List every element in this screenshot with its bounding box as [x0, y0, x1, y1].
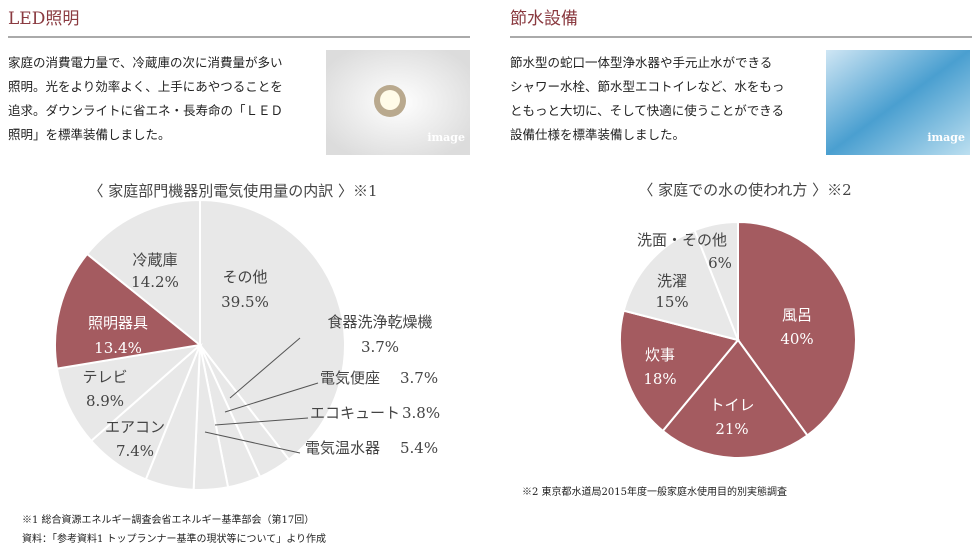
leader-line	[214, 417, 309, 426]
slice-label: 電気便座	[320, 369, 380, 387]
slice-label: 照明器具	[88, 314, 148, 332]
footnote: ※1 総合資源エネルギー調査会省エネルギー基準部会（第17回）	[22, 513, 314, 526]
paragraph-line: ともっと大切に、そして快適に使うことができる	[510, 103, 784, 118]
slice-value: 3.7%	[361, 338, 399, 356]
slice-label: 電気温水器	[305, 439, 380, 457]
slice-value: 39.5%	[221, 293, 269, 311]
leader-line	[224, 382, 319, 413]
pie-slice	[55, 343, 204, 443]
slice-value: 18%	[643, 370, 676, 388]
pie-slice	[619, 309, 740, 433]
paragraph-line: 照明。光をより効率よく、上手にあやつることを	[8, 79, 283, 94]
slice-value: 8.9%	[86, 392, 124, 410]
slice-label: エアコン	[105, 418, 165, 436]
section-title: LED照明	[8, 9, 79, 29]
slice-label: テレビ	[82, 368, 127, 386]
chart-title: 〈 家庭部門機器別電気使用量の内訳 〉※1	[88, 182, 377, 200]
slice-value: 3.7%	[400, 369, 438, 387]
pie-slice	[661, 338, 809, 459]
chart-title: 〈 家庭での水の使われ方 〉※2	[638, 181, 851, 199]
slice-label: その他	[222, 268, 267, 286]
slice-label: 食器洗浄乾燥機	[327, 313, 432, 331]
slice-label: トイレ	[709, 396, 754, 414]
section-title: 節水設備	[510, 9, 578, 29]
slice-label: 炊事	[645, 346, 675, 364]
lamp-light	[380, 90, 400, 110]
slice-value: 40%	[780, 330, 813, 348]
footnote: ※2 東京都水道局2015年度一般家庭水使用目的別実態調査	[522, 485, 787, 498]
leader-line	[204, 431, 301, 454]
paragraph-line: 家庭の消費電力量で、冷蔵庫の次に消費量が多い	[8, 55, 283, 70]
slice-label: 風呂	[782, 306, 812, 324]
image-label: image	[427, 131, 465, 144]
pie-slice	[693, 220, 739, 341]
slice-value: 5.4%	[400, 439, 438, 457]
pie-slice	[54, 252, 203, 370]
paragraph-line: 照明」を標準装備しました。	[8, 127, 171, 142]
slice-value: 21%	[715, 420, 748, 438]
paragraph-line: 設備仕様を標準装備しました。	[510, 127, 685, 142]
slice-label: エコキュート	[310, 404, 400, 422]
slice-value: 15%	[655, 293, 688, 311]
pie-slice	[85, 198, 201, 348]
pie-slice	[199, 198, 346, 461]
slice-value: 13.4%	[94, 339, 142, 357]
leader-line	[229, 337, 301, 399]
slice-value: 3.8%	[402, 404, 440, 422]
paragraph-line: シャワー水栓、節水型エコトイレなど、水をもっ	[510, 79, 784, 94]
paragraph-line: 節水型の蛇口一体型浄水器や手元止水ができる	[510, 55, 772, 70]
pie-slice	[622, 228, 740, 342]
slice-label: 洗濯	[657, 272, 687, 290]
slice-label: 洗面・その他	[637, 231, 727, 249]
image	[826, 50, 970, 155]
slice-label: 冷蔵庫	[132, 251, 177, 269]
pie-slice	[737, 220, 857, 437]
slice-value: 7.4%	[116, 442, 154, 460]
slice-value: 6%	[708, 254, 732, 272]
image-label: image	[927, 131, 965, 144]
slice-value: 14.2%	[131, 273, 179, 291]
paragraph-line: 追求。ダウンライトに省エネ・長寿命の「ＬＥＤ	[8, 103, 283, 118]
footnote: 資料：「参考資料1 トップランナー基準の現状等について」より作成	[22, 532, 326, 545]
